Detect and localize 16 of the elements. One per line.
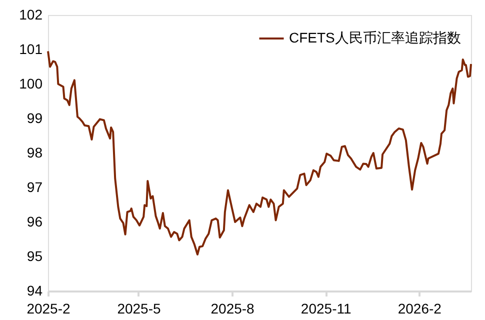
y-tick-label: 102 <box>19 6 43 22</box>
y-tick-label: 101 <box>19 41 43 57</box>
y-tick-label: 100 <box>19 76 43 92</box>
x-tick-label: 2025-8 <box>210 300 255 316</box>
y-tick-label: 95 <box>26 248 43 264</box>
x-tick-label: 2025-2 <box>26 300 71 316</box>
legend-label: CFETS人民币汇率追踪指数 <box>289 30 461 46</box>
y-tick-label: 96 <box>26 214 43 230</box>
y-tick-label: 99 <box>26 110 43 126</box>
y-tick-label: 97 <box>26 179 43 195</box>
y-tick-label: 94 <box>26 282 43 298</box>
x-tick-label: 2025-5 <box>117 300 162 316</box>
x-tick-label: 2026-2 <box>398 300 442 316</box>
y-tick-label: 98 <box>26 144 43 160</box>
line-series <box>47 50 472 256</box>
x-tick-label: 2025-11 <box>300 300 352 316</box>
